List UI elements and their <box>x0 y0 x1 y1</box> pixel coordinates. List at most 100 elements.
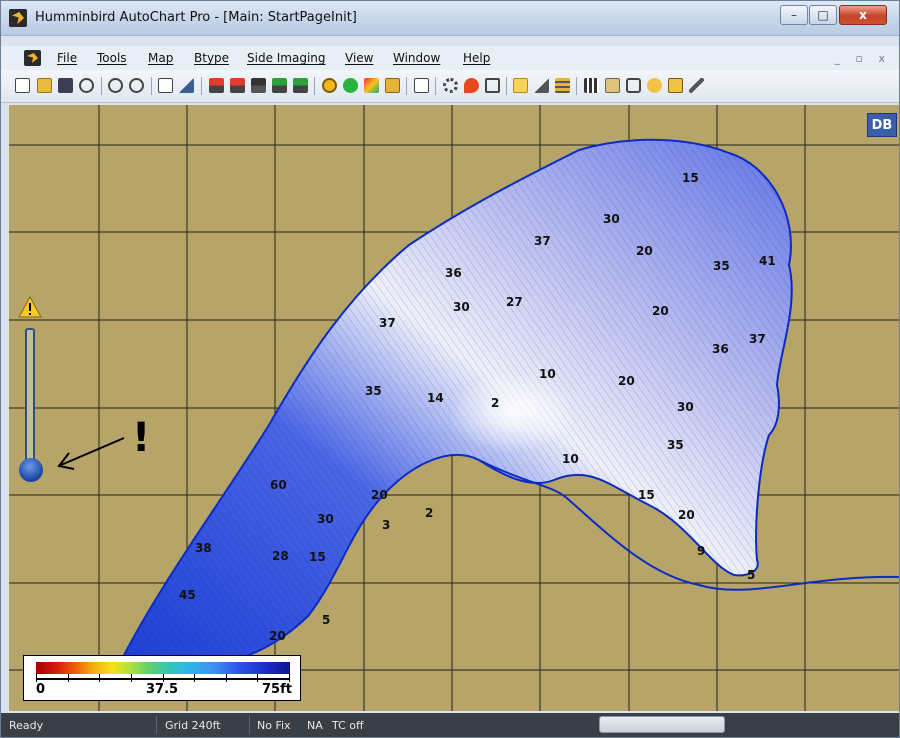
depth-label: 15 <box>638 488 655 502</box>
grid-icon[interactable] <box>584 78 599 93</box>
close-button[interactable]: x <box>839 5 887 25</box>
import-red2-icon[interactable] <box>230 78 245 93</box>
slider-handle[interactable] <box>19 458 43 482</box>
legend-mid-label: 37.5 <box>146 682 179 697</box>
menu-file[interactable]: File <box>57 51 78 65</box>
depth-label: 14 <box>427 391 444 405</box>
status-scrollbar-thumb[interactable] <box>599 716 725 733</box>
depth-label: 38 <box>195 541 212 555</box>
pointer-arrow <box>57 437 125 470</box>
zoom-in-icon[interactable] <box>108 78 123 93</box>
print-icon[interactable] <box>485 78 500 93</box>
contour-map-svg: 15 30 20 37 41 36 35 30 27 37 20 36 37 1… <box>9 105 899 711</box>
menu-map[interactable]: Map <box>148 51 174 65</box>
open-icon[interactable] <box>37 78 52 93</box>
menu-bar: File Tools Map Btype Side Imaging View W… <box>1 46 899 70</box>
depth-label: 5 <box>747 568 755 582</box>
depth-label: 9 <box>697 544 705 558</box>
depth-label: 30 <box>603 212 620 226</box>
db-badge[interactable]: DB <box>867 113 897 137</box>
export-icon[interactable] <box>79 78 94 93</box>
import-green-icon[interactable] <box>272 78 287 93</box>
triangle-icon[interactable] <box>534 78 549 93</box>
depth-labels: 15 30 20 37 41 36 35 30 27 37 20 36 37 1… <box>179 171 776 643</box>
toolbar <box>1 70 899 103</box>
annotation-exclamation: ! <box>132 415 151 461</box>
depth-label: 5 <box>322 613 330 627</box>
menu-help[interactable]: Help <box>463 51 491 65</box>
depth-label: 36 <box>445 266 462 280</box>
app-logo-icon <box>9 9 27 27</box>
page-icon[interactable] <box>158 78 173 93</box>
layers-icon[interactable] <box>364 78 379 93</box>
depth-slider[interactable] <box>18 296 44 496</box>
depth-label: 30 <box>677 400 694 414</box>
pencil-icon[interactable] <box>689 78 704 93</box>
depth-label: 20 <box>652 304 669 318</box>
depth-label: 35 <box>667 438 684 452</box>
status-bar: Ready Grid 240ft No Fix NA TC off <box>1 713 899 737</box>
depth-label: 10 <box>562 452 579 466</box>
menu-view[interactable]: View <box>345 51 374 65</box>
status-na: NA <box>307 719 323 732</box>
import-green2-icon[interactable] <box>293 78 308 93</box>
depth-label: 30 <box>317 512 334 526</box>
depth-label: 20 <box>678 508 695 522</box>
document-menu-icon[interactable] <box>24 50 41 66</box>
new-icon[interactable] <box>15 78 30 93</box>
mdi-window-controls[interactable]: _ ▫ x <box>834 52 891 65</box>
warning-icon <box>18 296 42 318</box>
refresh-icon[interactable] <box>322 78 337 93</box>
legend-min-label: 0 <box>36 682 46 697</box>
menu-btype[interactable]: Btype <box>194 51 230 65</box>
depth-label: 41 <box>759 254 776 268</box>
depth-label: 20 <box>269 629 286 643</box>
waveform-icon[interactable] <box>555 78 570 93</box>
chart-icon[interactable] <box>179 78 194 93</box>
notes-icon[interactable] <box>513 78 528 93</box>
depth-map[interactable]: 15 30 20 37 41 36 35 30 27 37 20 36 37 1… <box>9 105 899 711</box>
minimize-button[interactable]: – <box>780 5 808 25</box>
depth-label: 20 <box>371 488 388 502</box>
title-bar[interactable]: Humminbird AutoChart Pro - [Main: StartP… <box>1 1 899 36</box>
depth-label: 45 <box>179 588 196 602</box>
depth-label: 37 <box>534 234 551 248</box>
import-red-icon[interactable] <box>209 78 224 93</box>
pin-icon[interactable] <box>668 78 683 93</box>
shoreline-channel <box>478 459 899 591</box>
depth-legend: 0 37.5 75ft <box>23 655 301 701</box>
menu-tools[interactable]: Tools <box>97 51 127 65</box>
depth-label: 10 <box>539 367 556 381</box>
status-tc: TC off <box>332 719 364 732</box>
depth-label: 27 <box>506 295 523 309</box>
depth-label: 20 <box>618 374 635 388</box>
slider-track[interactable] <box>25 328 35 468</box>
globe-icon[interactable] <box>343 78 358 93</box>
depth-label: 15 <box>309 550 326 564</box>
zoom-out-icon[interactable] <box>129 78 144 93</box>
status-fix: No Fix <box>257 719 291 732</box>
boat-icon[interactable] <box>626 78 641 93</box>
depth-label: 30 <box>453 300 470 314</box>
route-icon[interactable] <box>647 78 662 93</box>
depth-label: 15 <box>682 171 699 185</box>
legend-color-bar <box>36 662 290 674</box>
cube-icon[interactable] <box>385 78 400 93</box>
status-grid: Grid 240ft <box>165 719 221 732</box>
marker-icon[interactable] <box>464 78 479 93</box>
settings-icon[interactable] <box>443 78 458 93</box>
depth-label: 28 <box>272 549 289 563</box>
menu-window[interactable]: Window <box>393 51 441 65</box>
depth-label: 35 <box>713 259 730 273</box>
document-icon[interactable] <box>414 78 429 93</box>
maximize-button[interactable]: □ <box>809 5 837 25</box>
legend-max-label: 75ft <box>262 682 292 697</box>
menu-side-imaging[interactable]: Side Imaging <box>247 51 326 65</box>
depth-label: 37 <box>749 332 766 346</box>
import-black-icon[interactable] <box>251 78 266 93</box>
depth-label: 2 <box>425 506 433 520</box>
camera-icon[interactable] <box>605 78 620 93</box>
save-icon[interactable] <box>58 78 73 93</box>
depth-label: 35 <box>365 384 382 398</box>
depth-label: 37 <box>379 316 396 330</box>
